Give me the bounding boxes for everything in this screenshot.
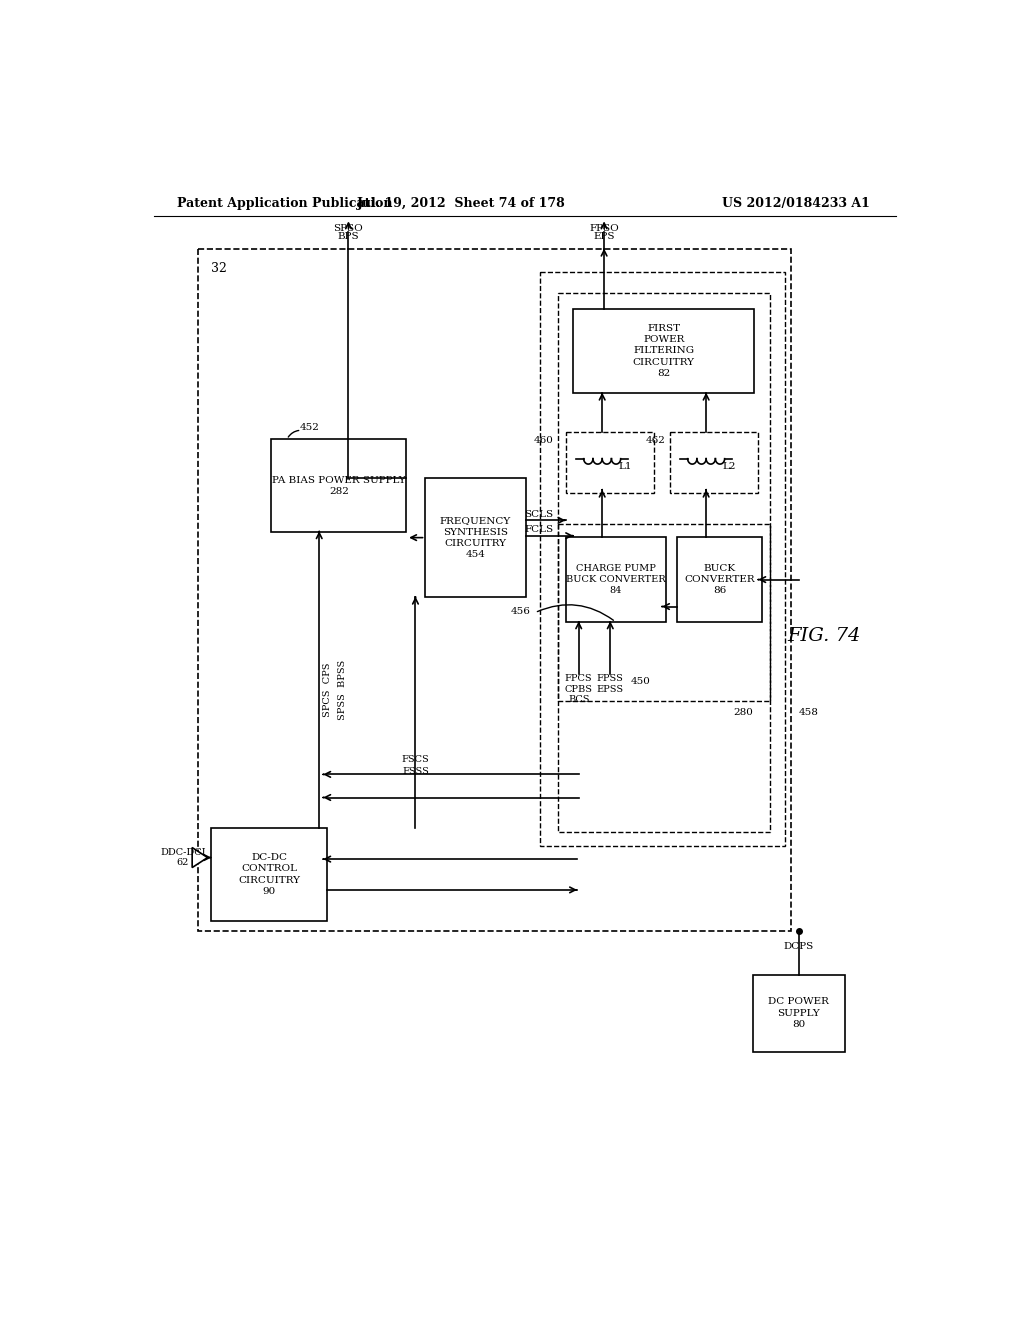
- Bar: [558, 293, 770, 832]
- Text: DCPS: DCPS: [783, 942, 814, 952]
- Bar: [199, 249, 792, 931]
- Text: Patent Application Publication: Patent Application Publication: [177, 197, 392, 210]
- Bar: [565, 537, 666, 622]
- Text: US 2012/0184233 A1: US 2012/0184233 A1: [722, 197, 869, 210]
- Text: FCLS: FCLS: [524, 525, 553, 535]
- Text: SPSS  BPSS: SPSS BPSS: [338, 660, 347, 719]
- Text: CHARGE PUMP
BUCK CONVERTER
84: CHARGE PUMP BUCK CONVERTER 84: [566, 564, 666, 595]
- Text: FSCS: FSCS: [401, 755, 429, 763]
- Text: SCLS: SCLS: [524, 510, 553, 519]
- Bar: [670, 432, 758, 494]
- Text: SPSO: SPSO: [334, 224, 364, 234]
- Text: L2: L2: [723, 462, 736, 471]
- Text: EPS: EPS: [593, 232, 614, 240]
- Text: 456: 456: [511, 607, 531, 615]
- Text: 460: 460: [535, 436, 554, 445]
- Text: FPSS
EPSS: FPSS EPSS: [597, 675, 624, 694]
- Bar: [425, 478, 525, 597]
- Text: 462: 462: [646, 436, 666, 445]
- Text: DDC-DCI
62: DDC-DCI 62: [160, 847, 206, 867]
- Text: Jul. 19, 2012  Sheet 74 of 178: Jul. 19, 2012 Sheet 74 of 178: [357, 197, 566, 210]
- Text: BUCK
CONVERTER
86: BUCK CONVERTER 86: [684, 564, 755, 595]
- Text: BPS: BPS: [338, 232, 359, 240]
- Bar: [677, 537, 762, 622]
- Text: FIRST
POWER
FILTERING
CIRCUITRY
82: FIRST POWER FILTERING CIRCUITRY 82: [633, 325, 695, 378]
- Text: 452: 452: [300, 424, 319, 433]
- Text: FPSO: FPSO: [589, 224, 618, 234]
- Text: 450: 450: [631, 677, 651, 686]
- Bar: [558, 524, 770, 701]
- Bar: [541, 272, 785, 846]
- Text: 458: 458: [799, 709, 819, 717]
- Bar: [271, 440, 407, 532]
- Text: DC POWER
SUPPLY
80: DC POWER SUPPLY 80: [768, 998, 829, 1028]
- Polygon shape: [193, 847, 208, 867]
- Text: FREQUENCY
SYNTHESIS
CIRCUITRY
454: FREQUENCY SYNTHESIS CIRCUITRY 454: [440, 516, 511, 558]
- Text: SPCS  CPS: SPCS CPS: [324, 663, 332, 717]
- Text: PA BIAS POWER SUPPLY
282: PA BIAS POWER SUPPLY 282: [272, 475, 406, 496]
- Text: 280: 280: [733, 709, 753, 717]
- Bar: [565, 432, 654, 494]
- Text: FIG. 74: FIG. 74: [786, 627, 860, 644]
- Bar: [211, 829, 327, 921]
- Bar: [753, 974, 845, 1052]
- Text: L1: L1: [618, 462, 632, 471]
- Text: FPCS
CPBS
BCS: FPCS CPBS BCS: [564, 675, 593, 704]
- Bar: [573, 309, 755, 393]
- Text: FSSS: FSSS: [402, 767, 429, 776]
- Text: 32: 32: [211, 263, 227, 276]
- Text: DC-DC
CONTROL
CIRCUITRY
90: DC-DC CONTROL CIRCUITRY 90: [239, 853, 300, 896]
